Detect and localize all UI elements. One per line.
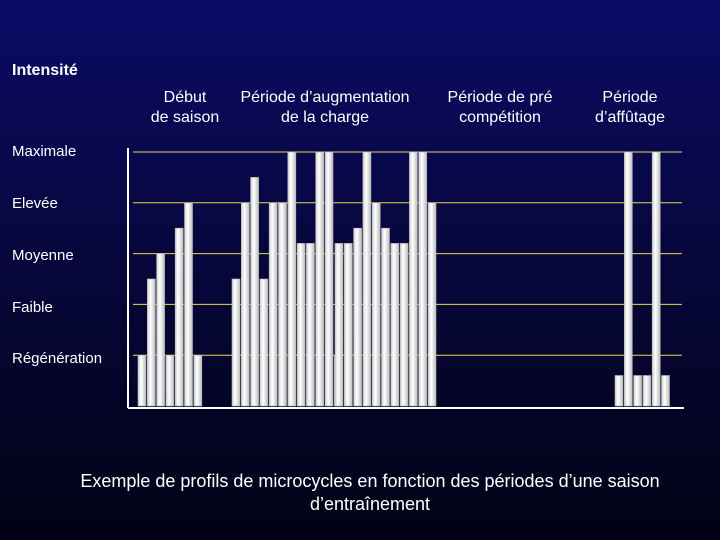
bar-series bbox=[137, 151, 670, 407]
caption-line: d’entraînement bbox=[309, 494, 431, 514]
bar-p0-3 bbox=[165, 354, 175, 407]
bar-p3-5 bbox=[661, 375, 670, 407]
bar-p0-4 bbox=[174, 227, 184, 407]
period-label-line: Période de pré bbox=[447, 89, 553, 106]
bar-p1-0 bbox=[231, 278, 241, 407]
bar-p1-3 bbox=[259, 278, 269, 407]
level-label-maximale: Maximale bbox=[12, 143, 77, 160]
bar-p3-4 bbox=[651, 151, 661, 407]
bar-p3-2 bbox=[633, 375, 642, 407]
level-label-regeneration: Régénération bbox=[12, 350, 103, 367]
bar-p1-9 bbox=[315, 151, 325, 407]
bar-p0-1 bbox=[147, 278, 156, 407]
bar-p2-3 bbox=[362, 151, 372, 407]
caption-line: Exemple de profils de microcycles en fon… bbox=[80, 471, 660, 491]
bar-p1-8 bbox=[306, 243, 315, 407]
period-label-line: de saison bbox=[150, 109, 220, 126]
bar-p2-0 bbox=[334, 243, 344, 407]
bar-p0-6 bbox=[193, 354, 203, 407]
bar-p0-2 bbox=[156, 253, 165, 407]
bar-p1-1 bbox=[241, 202, 250, 407]
bar-p2-6 bbox=[390, 243, 400, 407]
bar-p2-9 bbox=[418, 151, 428, 407]
bar-p0-5 bbox=[184, 202, 193, 407]
bar-p1-2 bbox=[250, 177, 259, 407]
bar-p3-1 bbox=[623, 151, 633, 407]
period-label-debut: Début de saison bbox=[145, 88, 225, 128]
period-label-line: Début bbox=[163, 89, 207, 106]
period-label-line: Période d’augmentation bbox=[240, 89, 410, 106]
bar-p2-8 bbox=[409, 151, 418, 407]
bar-p1-6 bbox=[287, 151, 297, 407]
bar-p1-7 bbox=[296, 243, 306, 407]
bar-p1-5 bbox=[278, 202, 287, 407]
level-label-elevee: Elevée bbox=[12, 195, 58, 212]
bar-p2-5 bbox=[381, 227, 390, 407]
period-label-line: d’affûtage bbox=[595, 109, 665, 126]
bar-p2-2 bbox=[353, 227, 362, 407]
bar-p1-4 bbox=[268, 202, 278, 407]
axes bbox=[127, 148, 684, 409]
bar-p0-0 bbox=[137, 354, 147, 407]
period-label-pre-competition: Période de pré compétition bbox=[435, 88, 565, 128]
period-label-line: compétition bbox=[459, 109, 541, 126]
period-label-line: de la charge bbox=[280, 109, 370, 126]
y-axis-title: Intensité bbox=[12, 62, 78, 79]
bar-p2-7 bbox=[399, 243, 409, 407]
bar-p2-1 bbox=[343, 243, 353, 407]
period-label-augmentation: Période d’augmentation de la charge bbox=[225, 88, 425, 128]
bar-p2-4 bbox=[371, 202, 381, 407]
level-label-moyenne: Moyenne bbox=[12, 247, 74, 264]
bar-p3-0 bbox=[614, 375, 624, 407]
period-label-affutage: Période d’affûtage bbox=[580, 88, 680, 128]
bar-p2-10 bbox=[427, 202, 437, 407]
chart-caption: Exemple de profils de microcycles en fon… bbox=[20, 470, 720, 516]
bar-p3-3 bbox=[642, 375, 652, 407]
period-label-line: Période bbox=[602, 89, 658, 106]
bar-p1-10 bbox=[324, 151, 334, 407]
level-label-faible: Faible bbox=[12, 299, 53, 316]
